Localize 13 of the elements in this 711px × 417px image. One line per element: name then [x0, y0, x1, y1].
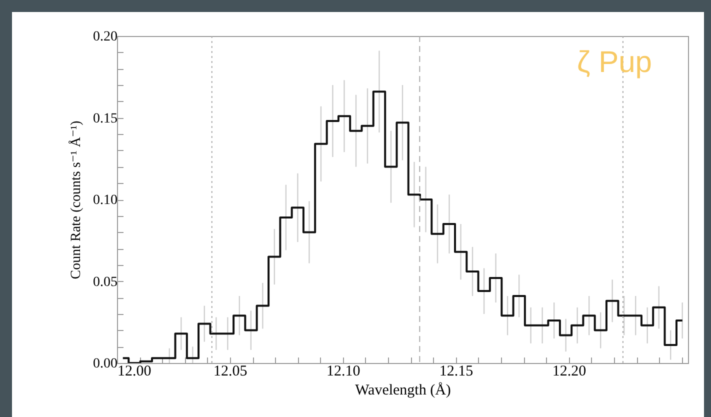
x-tick-label: 12.00: [118, 364, 152, 380]
y-tick-label: 0.05: [93, 274, 118, 290]
y-tick-label: 0.15: [93, 111, 118, 126]
x-axis-title: Wavelength (Å): [355, 382, 451, 398]
x-tick-label: 12.05: [214, 364, 248, 380]
x-tick-label: 12.10: [326, 364, 360, 380]
x-tick-label: 12.20: [552, 364, 586, 380]
y-axis-title: Count Rate (counts s⁻¹ Å⁻¹): [68, 120, 84, 280]
y-tick-label: 0.00: [93, 356, 118, 372]
annotation: ζ Pup: [577, 46, 652, 79]
x-tick-label: 12.15: [439, 364, 474, 380]
y-tick-label: 0.10: [93, 193, 118, 208]
y-tick-label: 0.20: [93, 30, 118, 44]
